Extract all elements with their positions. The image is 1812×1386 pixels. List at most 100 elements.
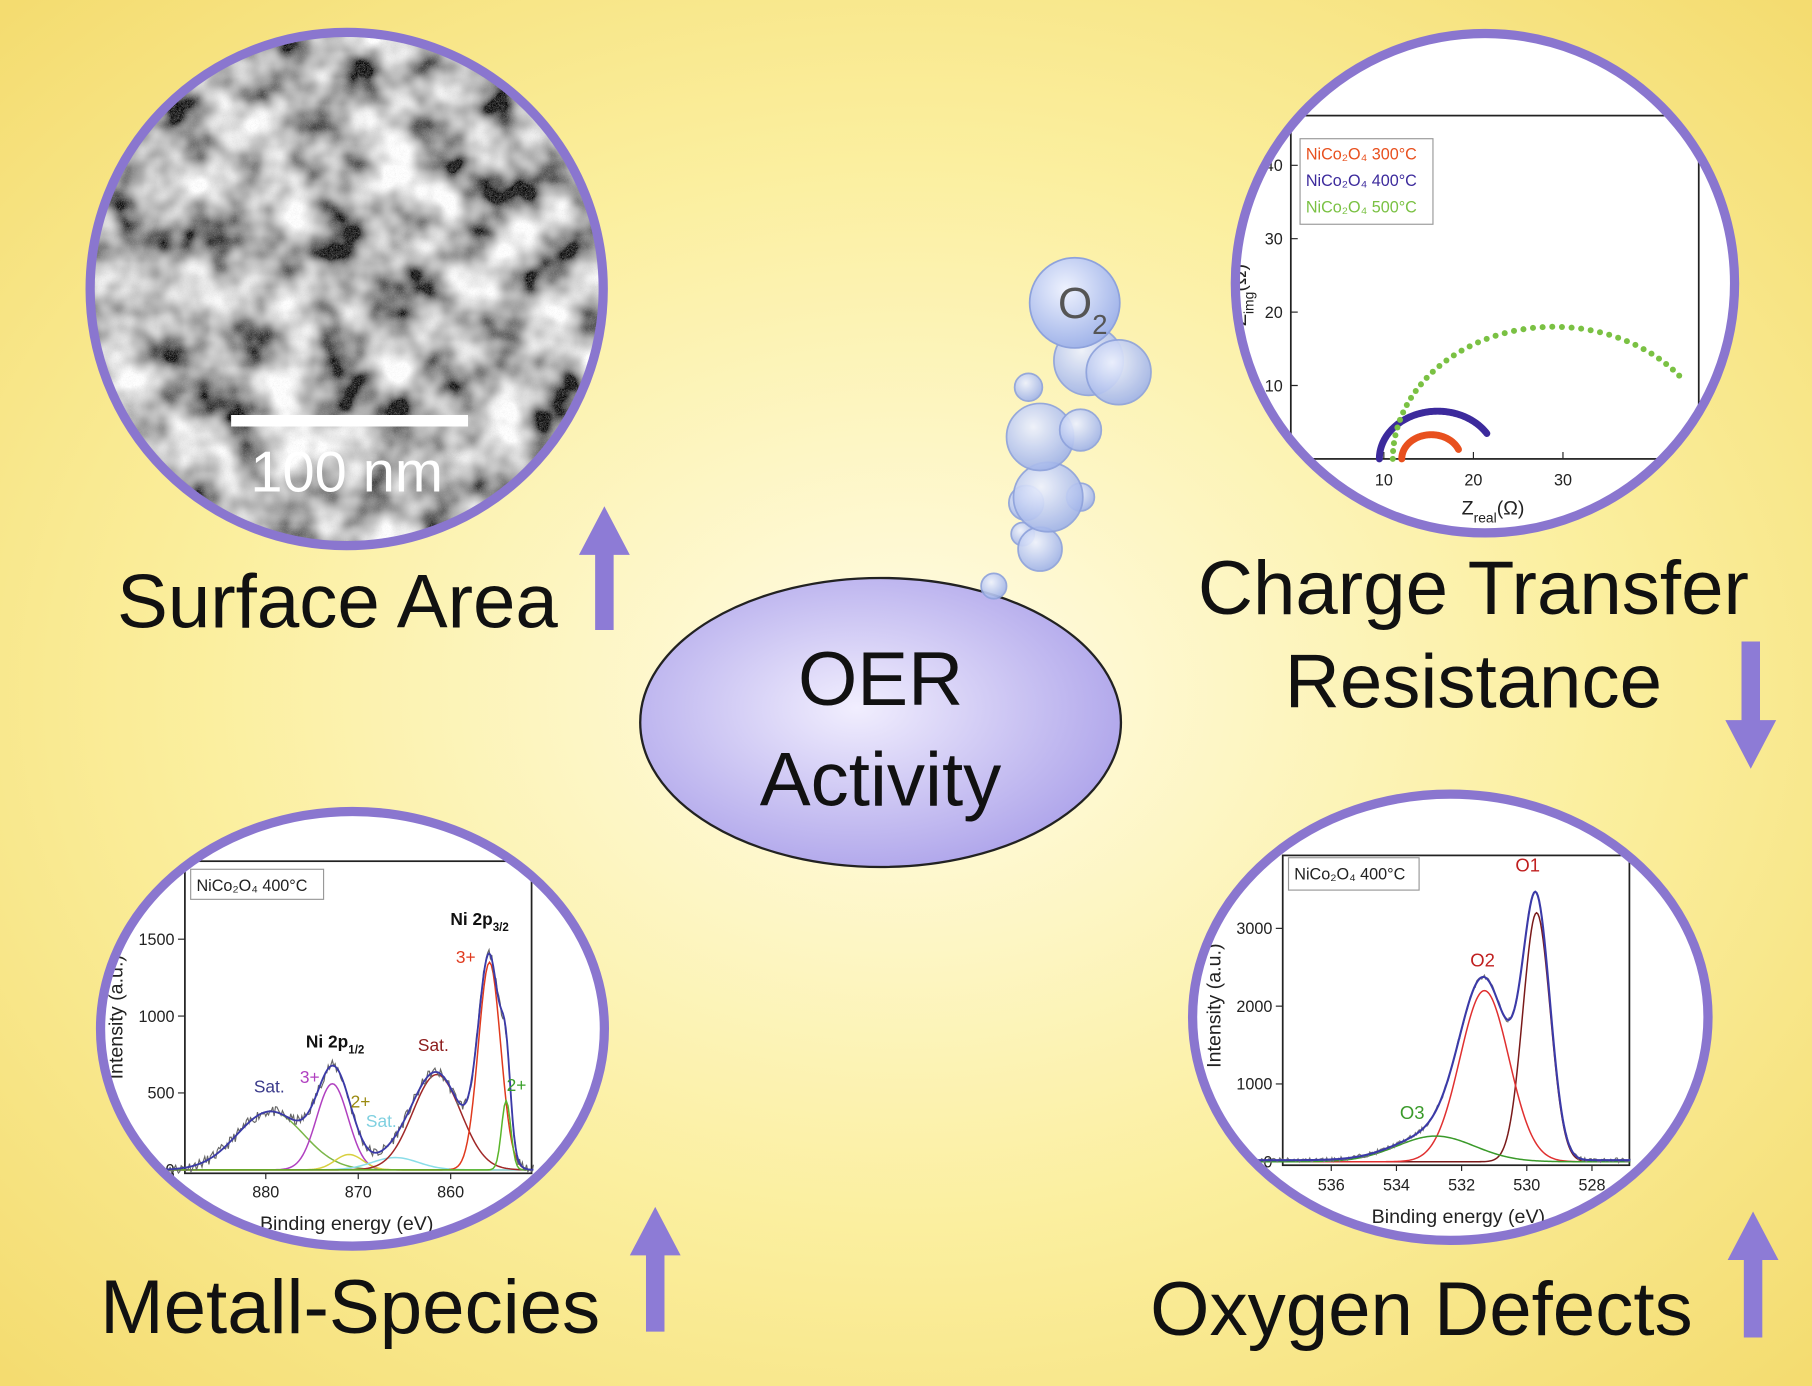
eis-point — [1417, 381, 1424, 388]
peak-label: Sat. — [366, 1111, 397, 1131]
x-tick-label: 530 — [1513, 1177, 1540, 1195]
eis-point — [1606, 331, 1613, 338]
ni-bg — [100, 811, 605, 1247]
peak-label: O1 — [1515, 855, 1540, 876]
peak-label: 2+ — [507, 1075, 527, 1095]
y-tick-label: 0 — [1263, 1154, 1272, 1172]
o2-bubble — [1028, 256, 1121, 349]
legend-entry: NiCo₂O₄ 500°C — [1306, 199, 1417, 217]
oer-ellipse — [639, 576, 1123, 869]
peak-label: 3+ — [456, 947, 476, 967]
oer-title: OER — [798, 637, 963, 722]
charge-transfer-label: Resistance — [1285, 639, 1662, 724]
bubble — [980, 572, 1008, 600]
legend-box — [1287, 857, 1420, 891]
sem-frame — [85, 27, 608, 551]
eis-point — [1458, 347, 1465, 354]
legend-entry: NiCo₂O₄ 400°C — [196, 877, 307, 895]
eis-point — [1423, 374, 1430, 381]
eis-point — [1400, 409, 1407, 416]
o2-label: O2 — [1058, 279, 1108, 340]
eis-point — [1648, 350, 1655, 357]
charge-transfer-label: Charge Transfer — [1198, 546, 1749, 631]
x-axis-label: Zreal(Ω) — [1462, 497, 1525, 525]
x-tick-label: 870 — [345, 1184, 372, 1202]
envelope — [154, 952, 534, 1171]
x-tick-label: 860 — [437, 1184, 464, 1202]
peak-label: O3 — [1400, 1102, 1425, 1123]
eis-point — [1640, 346, 1647, 353]
eis-point — [1539, 324, 1546, 331]
eis-point — [1443, 357, 1450, 364]
eis-point — [1408, 394, 1415, 401]
eis-point — [1483, 335, 1490, 342]
y-tick-label: 20 — [1265, 304, 1283, 322]
oer-title: Activity — [760, 738, 1002, 823]
eis-point — [1568, 324, 1575, 331]
eis-point — [1578, 325, 1585, 332]
peak-label-sub: 1/2 — [348, 1044, 364, 1056]
eis-curve — [1375, 407, 1491, 463]
y-tick-label: 3000 — [1236, 920, 1272, 938]
x-axis-label: Binding energy (eV) — [1372, 1206, 1545, 1228]
eis-frame — [1230, 28, 1740, 538]
surface-area-label: Surface Area — [117, 560, 558, 645]
x-axis-label-sub: real — [1474, 509, 1497, 525]
envelope — [1249, 890, 1631, 1162]
o2-label-sub: 2 — [1092, 308, 1107, 339]
peak-label-main: Ni 2p — [450, 909, 492, 929]
eis-point — [1436, 362, 1443, 370]
legend-entry: NiCo₂O₄ 300°C — [1306, 146, 1417, 164]
peak-label: 3+ — [300, 1067, 320, 1087]
y-tick-label: 1000 — [139, 1008, 175, 1026]
eis-point — [1676, 372, 1683, 379]
bubble — [1013, 372, 1044, 402]
y-tick-label: 10 — [1265, 377, 1283, 395]
legend-entry: NiCo₂O₄ 400°C — [1294, 866, 1405, 884]
oxygen-defects-label: Oxygen Defects — [1150, 1267, 1692, 1352]
peak-label: Sat. — [254, 1076, 285, 1096]
x-tick-label: 20 — [1464, 472, 1482, 490]
y-tick-label: 1000 — [1236, 1076, 1272, 1094]
bubble — [1058, 408, 1103, 452]
ni-chart: 890880870860050010001500Binding energy (… — [105, 860, 534, 1235]
scale-bar-label: 100 nm — [250, 440, 443, 504]
eis-point — [1510, 327, 1518, 334]
y-tick-label: 1500 — [139, 931, 175, 949]
x-axis-label-unit: (Ω) — [1497, 497, 1525, 519]
peak-label: Ni 2p3/2 — [450, 909, 508, 934]
eis-point — [1669, 366, 1676, 373]
eis-point — [1663, 360, 1670, 367]
eis-point — [1389, 455, 1396, 462]
eis-point — [1632, 341, 1639, 348]
y-axis-label-sub: img — [1241, 292, 1257, 314]
eis-curve — [1398, 431, 1462, 463]
ni-frame — [95, 806, 610, 1251]
eis-point — [1450, 352, 1457, 359]
x-tick-label: 528 — [1578, 1177, 1605, 1195]
x-axis-label-main: Z — [1462, 497, 1474, 519]
eis-point — [1390, 440, 1397, 447]
eis-point — [1492, 332, 1499, 339]
plot-frame — [1281, 854, 1631, 1167]
legend-box — [1299, 138, 1434, 225]
eis-point — [1558, 323, 1565, 330]
x-tick-label: 532 — [1448, 1177, 1475, 1195]
y-tick-label: 0 — [165, 1162, 174, 1180]
y-tick-label: 2000 — [1236, 998, 1272, 1016]
down-arrow — [1725, 641, 1777, 769]
legend-entry: NiCo₂O₄ 400°C — [1306, 172, 1417, 190]
eis-point — [1396, 416, 1404, 423]
eis-point — [1390, 447, 1397, 455]
x-tick-label: 880 — [252, 1184, 279, 1202]
up-arrow — [578, 506, 630, 630]
metal-species-label: Metall-Species — [100, 1265, 600, 1350]
sem-texture — [90, 32, 604, 546]
sem-image: 100 nm — [90, 32, 604, 546]
y-axis-label: Intensity (a.u.) — [1203, 944, 1225, 1068]
eis-point — [1529, 324, 1536, 331]
eis-point — [1655, 355, 1662, 362]
eis-point — [1615, 334, 1622, 341]
eis-point — [1501, 330, 1508, 337]
plot-frame — [1289, 114, 1700, 460]
